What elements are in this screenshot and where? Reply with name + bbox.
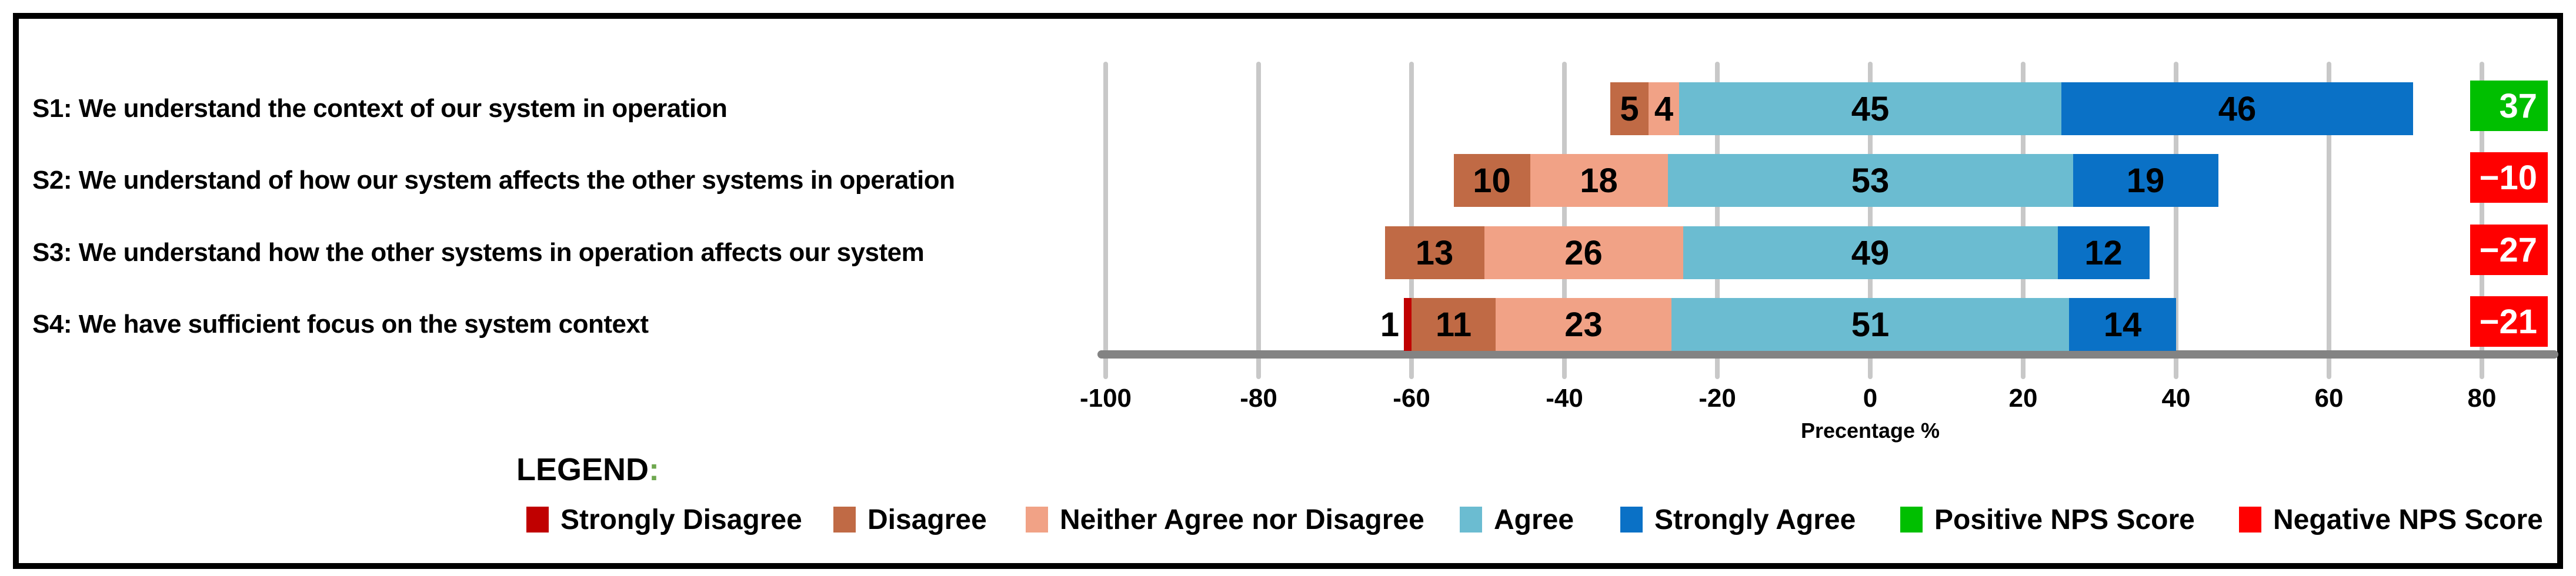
bar-value-disagree-s4: 11	[1435, 305, 1472, 344]
x-axis-title: Precentage %	[1800, 418, 1940, 443]
legend-swatch-icon	[1460, 507, 1482, 533]
legend-title: LEGEND:	[516, 451, 659, 488]
legend-swatch-icon	[1900, 507, 1923, 533]
bar-value-neither-s4: 23	[1564, 305, 1603, 344]
legend-item-label: Agree	[1494, 504, 1574, 535]
legend-item-label: Strongly Disagree	[560, 504, 802, 535]
bar-value-strongly-disagree-s4-outside: 1	[1380, 305, 1399, 344]
bar-value-disagree-s3: 13	[1415, 233, 1454, 272]
bar-value-disagree-s1: 5	[1620, 89, 1639, 128]
bar-segment-disagree-s3: 13	[1384, 226, 1484, 279]
x-tick-label--100: -100	[1079, 384, 1132, 413]
gridline--80	[1256, 62, 1261, 379]
bar-value-strongly-agree-s4: 14	[2103, 305, 2142, 344]
gridline-0	[1868, 62, 1873, 379]
gridline-80	[2480, 62, 2484, 379]
bar-segment-strongly-agree-s4: 14	[2069, 298, 2176, 351]
x-tick-label--20: -20	[1699, 384, 1736, 413]
legend-swatch-icon	[2239, 507, 2261, 533]
bar-segment-agree-s4: 51	[1671, 298, 2069, 351]
bar-value-strongly-agree-s3: 12	[2084, 233, 2123, 272]
bar-value-strongly-agree-s1: 46	[2218, 89, 2257, 128]
legend-item-label: Positive NPS Score	[1934, 504, 2195, 535]
gridline-40	[2174, 62, 2178, 379]
x-tick-label--60: -60	[1393, 384, 1430, 413]
nps-score-box-s3: −27	[2470, 225, 2548, 275]
gridline--40	[1562, 62, 1567, 379]
gridline-20	[2021, 62, 2026, 379]
legend-item-label: Neither Agree nor Disagree	[1060, 504, 1424, 535]
bar-segment-strongly-disagree-s4	[1404, 298, 1412, 351]
bar-segment-agree-s1: 45	[1679, 82, 2061, 135]
bar-segment-disagree-s1: 5	[1610, 82, 1649, 135]
x-tick-label--40: -40	[1546, 384, 1583, 413]
legend-item-strongly-agree: Strongly Agree	[1620, 503, 1856, 536]
gridline-60	[2327, 62, 2331, 379]
bar-value-agree-s1: 45	[1851, 89, 1890, 128]
legend-swatch-icon	[1026, 507, 1048, 533]
x-tick-label-60: 60	[2314, 384, 2344, 413]
legend-item-agree: Agree	[1460, 503, 1574, 536]
gridline--20	[1715, 62, 1720, 379]
bar-value-agree-s2: 53	[1851, 161, 1890, 200]
legend-item-strongly-disagree: Strongly Disagree	[526, 503, 802, 536]
legend-swatch-icon	[1620, 507, 1643, 533]
nps-score-box-s1: 37	[2470, 81, 2548, 131]
legend-title-colon: :	[649, 452, 660, 487]
gridline--60	[1409, 62, 1414, 379]
bar-segment-disagree-s4: 11	[1412, 298, 1496, 351]
bar-segment-agree-s2: 53	[1667, 154, 2073, 207]
x-tick-label-40: 40	[2161, 384, 2191, 413]
legend-item-disagree: Disagree	[833, 503, 987, 536]
bar-value-agree-s3: 49	[1851, 233, 1890, 272]
bar-segment-strongly-agree-s3: 12	[2057, 226, 2150, 279]
row-label-4: S4: We have sufficient focus on the syst…	[32, 310, 649, 339]
bar-segment-strongly-agree-s1: 46	[2061, 82, 2413, 135]
legend-item-neither-agree-nor-disagree: Neither Agree nor Disagree	[1026, 503, 1424, 536]
nps-score-box-s4: −21	[2470, 296, 2548, 347]
gridline--100	[1103, 62, 1108, 379]
x-tick-label--80: -80	[1240, 384, 1277, 413]
bar-segment-neither-s1: 4	[1649, 82, 1679, 135]
bar-value-agree-s4: 51	[1851, 305, 1890, 344]
bar-value-neither-s1: 4	[1654, 89, 1674, 128]
x-axis-line	[1097, 350, 2558, 359]
legend-title-text: LEGEND	[516, 452, 649, 487]
nps-score-box-s2: −10	[2470, 152, 2548, 203]
row-label-1: S1: We understand the context of our sys…	[32, 94, 728, 123]
legend-item-negative-nps-score: Negative NPS Score	[2239, 503, 2543, 536]
legend-item-label: Disagree	[867, 504, 987, 535]
bar-value-disagree-s2: 10	[1473, 161, 1511, 200]
bar-segment-agree-s3: 49	[1683, 226, 2058, 279]
row-label-3: S3: We understand how the other systems …	[32, 238, 925, 267]
bar-value-strongly-agree-s2: 19	[2126, 161, 2165, 200]
bar-segment-strongly-agree-s2: 19	[2073, 154, 2218, 207]
legend-item-label: Strongly Agree	[1654, 504, 1856, 535]
bar-segment-neither-s2: 18	[1530, 154, 1668, 207]
legend-swatch-icon	[526, 507, 549, 533]
bar-value-neither-s2: 18	[1580, 161, 1618, 200]
x-tick-label-0: 0	[1863, 384, 1878, 413]
row-label-2: S2: We understand of how our system affe…	[32, 166, 955, 195]
bar-segment-disagree-s2: 10	[1453, 154, 1530, 207]
bar-value-neither-s3: 26	[1564, 233, 1603, 272]
legend-swatch-icon	[833, 507, 856, 533]
bar-segment-neither-s3: 26	[1484, 226, 1683, 279]
legend-item-positive-nps-score: Positive NPS Score	[1900, 503, 2195, 536]
bar-segment-neither-s4: 23	[1496, 298, 1671, 351]
x-tick-label-20: 20	[2008, 384, 2038, 413]
x-tick-label-80: 80	[2467, 384, 2497, 413]
legend-item-label: Negative NPS Score	[2273, 504, 2543, 535]
